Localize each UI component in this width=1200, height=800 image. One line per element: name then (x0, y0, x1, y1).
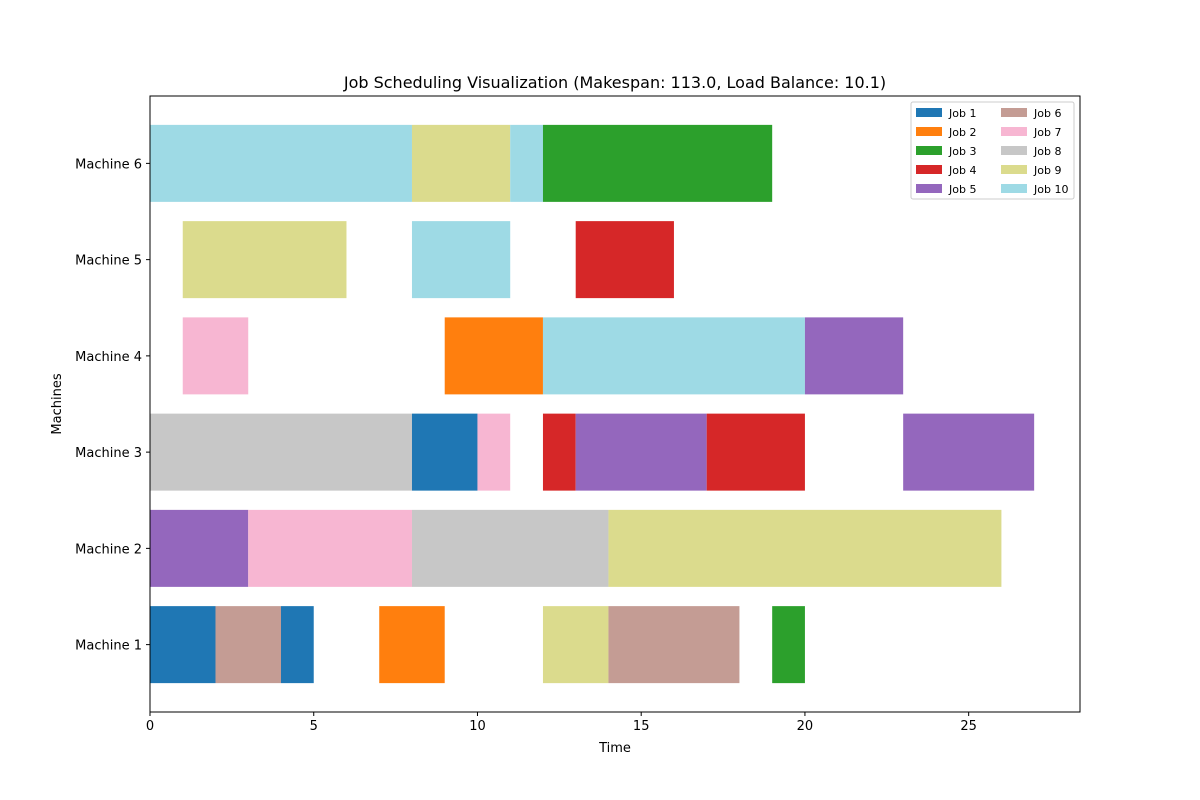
bar-machine-1-job-6 (215, 606, 281, 684)
legend-box (910, 101, 1075, 200)
bar-machine-4-job-10 (542, 317, 805, 395)
legend-label-job-8: Job 8 (1033, 145, 1061, 158)
legend-label-job-5: Job 5 (948, 183, 976, 196)
legend-label-job-2: Job 2 (948, 126, 976, 139)
legend-label-job-4: Job 4 (948, 164, 976, 177)
legend-swatch-job-3 (916, 146, 942, 155)
x-tick-label: 15 (633, 719, 650, 734)
x-axis: 0 5 10 15 20 25 (146, 712, 977, 734)
bar-machine-4-job-5 (804, 317, 904, 395)
bar-machine-5-job-4 (575, 221, 674, 299)
y-tick-label: Machine 1 (75, 639, 142, 654)
chart-title: Job Scheduling Visualization (Makespan: … (343, 73, 886, 92)
bar-machine-1-job-2 (379, 606, 445, 684)
x-tick-label: 0 (146, 719, 154, 734)
bar-machine-6-job-3 (542, 124, 773, 202)
bar-machine-6-job-10 (150, 124, 412, 202)
x-tick-label: 10 (469, 719, 486, 734)
y-tick-label: Machine 2 (75, 542, 142, 557)
plot-frame (149, 95, 1081, 713)
bar-machine-6-job-10 (510, 124, 543, 202)
bar-machine-4-job-2 (444, 317, 543, 395)
legend-swatch-job-4 (916, 165, 942, 174)
bar-machine-1-job-1 (280, 606, 314, 684)
bar-machine-4-job-7 (182, 317, 249, 395)
legend-swatch-job-1 (916, 108, 942, 117)
bar-machine-3-job-1 (411, 413, 478, 491)
bar-machine-2-job-7 (248, 509, 412, 587)
legend-swatch-job-10 (1001, 184, 1027, 193)
bar-machine-2-job-9 (608, 509, 1002, 587)
bar-machine-1-job-9 (542, 606, 609, 684)
x-tick-label: 20 (797, 719, 814, 734)
legend-label-job-3: Job 3 (948, 145, 976, 158)
legend-swatch-job-9 (1001, 165, 1027, 174)
legend-label-job-7: Job 7 (1033, 126, 1061, 139)
legend: Job 1 Job 2 Job 3 Job 4 Job 5 Job 6 Job 7 Job 8… (910, 101, 1075, 200)
legend-swatch-job-8 (1001, 146, 1027, 155)
y-tick-label: Machine 3 (75, 446, 142, 461)
bar-machine-6-job-9 (411, 124, 511, 202)
legend-label-job-10: Job 10 (1033, 183, 1068, 196)
bar-machine-2-job-8 (411, 509, 609, 587)
legend-label-job-1: Job 1 (948, 107, 976, 120)
legend-swatch-job-2 (916, 127, 942, 136)
bar-machine-5-job-10 (411, 221, 511, 299)
bar-machine-3-job-5 (575, 413, 707, 491)
legend-swatch-job-5 (916, 184, 942, 193)
bar-machine-2-job-5 (150, 509, 249, 587)
x-axis-label: Time (598, 741, 631, 756)
bar-machine-3-job-5 (903, 413, 1035, 491)
bar-machine-3-job-4 (706, 413, 805, 491)
legend-label-job-6: Job 6 (1033, 107, 1061, 120)
bar-machine-1-job-1 (150, 606, 216, 684)
legend-label-job-9: Job 9 (1033, 164, 1061, 177)
y-tick-label: Machine 6 (75, 157, 142, 172)
y-axis-label: Machines (50, 373, 65, 434)
bar-machine-3-job-7 (477, 413, 511, 491)
bar-machine-1-job-6 (608, 606, 740, 684)
bars-group (150, 124, 1035, 684)
y-axis: Machine 1 Machine 2 Machine 3 Machine 4 Mach… (75, 157, 150, 654)
bar-machine-3-job-4 (542, 413, 576, 491)
bar-machine-1-job-3 (772, 606, 805, 684)
x-tick-label: 5 (310, 719, 318, 734)
x-tick-label: 25 (960, 719, 977, 734)
bar-machine-5-job-9 (182, 221, 347, 299)
legend-swatch-job-7 (1001, 127, 1027, 136)
bar-machine-3-job-8 (150, 413, 412, 491)
y-tick-label: Machine 4 (75, 350, 142, 365)
legend-swatch-job-6 (1001, 108, 1027, 117)
y-tick-label: Machine 5 (75, 254, 142, 269)
